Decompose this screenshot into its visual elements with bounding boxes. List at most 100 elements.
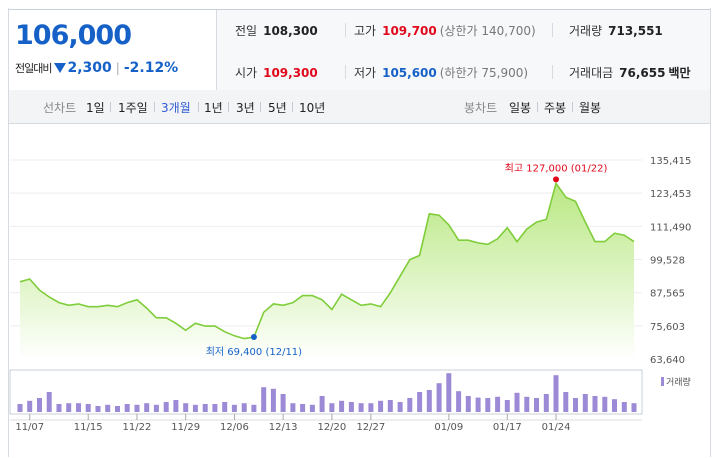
x-tick-label: 12/20 [317,422,346,433]
volume-bar [144,403,150,412]
stat-open: 시가 109,300 [235,64,318,81]
price-axis: 135,415 123,453 111,490 99,528 87,565 75,603 6… [650,156,691,366]
volume-bar [612,399,617,412]
volume-bar [407,398,413,412]
x-tick-label: 11/15 [74,422,103,433]
candle-weekly[interactable]: 주봉 [544,101,567,115]
separator [292,102,293,112]
stat-label: 전일 [235,24,258,38]
volume-bar [465,396,471,412]
y-tick-label: 63,640 [650,355,685,366]
stat-value: 713,551 [608,24,663,38]
down-triangle-icon [54,63,67,73]
y-tick-label: 99,528 [650,256,685,267]
volume-bar [290,403,296,412]
legend-label: 거래량 [666,376,691,388]
volume-bar [582,394,588,412]
y-tick-label: 111,490 [650,222,691,233]
period-1w[interactable]: 1주일 [118,101,148,115]
period-3y[interactable]: 3년 [236,101,255,115]
separator [110,102,111,112]
volume-bar [446,373,452,412]
price-area [19,181,635,359]
volume-bar [397,402,403,412]
change-divider: | [115,61,120,75]
legend-swatch [661,377,664,386]
volume-bar [309,404,315,412]
volume-bar [485,398,491,412]
stat-sub: (하한가 75,900) [439,66,529,80]
stats-panel: 전일 108,300 고가 109,700 (상한가 140,700) 거래량 713,… [217,10,710,90]
stat-unit: 백만 [668,66,691,80]
volume-bar [456,391,462,412]
price-box: 106,000 전일대비 2,300 | -2.12% [9,10,217,90]
volume-bar [563,392,569,412]
date-axis: 11/07 11/15 11/22 11/29 12/06 12/13 12/20 12/27… [15,414,570,433]
period-10y[interactable]: 10년 [299,101,326,115]
volume-bar [436,383,442,412]
volume-bar [56,404,62,412]
line-chart-label: 선차트 [43,101,77,115]
period-5y[interactable]: 5년 [268,101,287,115]
stat-low: 저가 105,600 (하한가 75,900) [354,64,528,81]
volume-bar [270,388,276,412]
volume-bar [475,397,481,412]
candle-monthly[interactable]: 월봉 [579,101,602,115]
price-fill [20,183,634,359]
volume-bar [573,398,578,412]
y-tick-label: 135,415 [650,156,691,167]
stat-label: 거래량 [569,24,603,38]
widget-frame [8,8,711,457]
stat-high: 고가 109,700 (상한가 140,700) [354,22,536,39]
volume-bar [368,403,374,412]
volume-bar [426,390,432,412]
volume-bar [280,394,286,412]
quote-header: 106,000 전일대비 2,300 | -2.12% 전일 108,300 고가 109… [9,9,710,91]
volume-bar [222,402,228,412]
separator [537,102,538,112]
stat-value: 109,700 [382,24,437,38]
volume-box [9,369,643,415]
divider [552,65,553,79]
price-annotations: 최고 127,000 (01/22) 최저 69,400 (12/11) [206,162,608,358]
high-label: 최고 127,000 (01/22) [505,162,608,174]
candle-daily[interactable]: 일봉 [509,101,532,115]
separator [154,102,155,112]
volume-bar [27,400,33,412]
change-percent: -2.12% [123,60,179,76]
stat-label: 시가 [235,66,258,80]
stat-volume: 거래량 713,551 [569,22,663,39]
divider [552,23,553,37]
volume-bar [115,406,120,412]
volume-bar [261,387,267,412]
volume-bar [134,404,140,412]
volume-bar [329,403,335,412]
change-label: 전일대비 [15,62,52,75]
volume-bar [202,404,208,412]
x-tick-label: 11/07 [15,422,44,433]
change-value: 2,300 [67,60,112,76]
period-1d[interactable]: 1일 [86,101,105,115]
y-tick-label: 75,603 [650,322,685,333]
volume-bar [387,400,393,412]
volume-bar [602,396,608,412]
stat-value: 76,655 [619,66,666,80]
volume-bar [46,392,52,412]
period-3m[interactable]: 3개월 [161,101,191,115]
volume-bar [348,402,354,412]
volume-bar [251,404,257,412]
stat-amount: 거래대금 76,655 백만 [569,64,691,81]
period-1y[interactable]: 1년 [204,101,223,115]
volume-bar [504,400,510,412]
low-label: 최저 69,400 (12/11) [206,346,302,358]
x-tick-label: 01/24 [542,422,571,433]
separator [260,102,261,112]
volume-bars [17,373,637,412]
volume-legend: 거래량 [661,376,691,388]
x-tick-label: 11/22 [123,422,152,433]
y-tick-label: 123,453 [650,189,691,200]
stat-prev-close: 전일 108,300 [235,22,318,39]
volume-bar [339,400,345,412]
period-selector: 선차트 1일 1주일 3개월 1년 3년 5년 10년 봉차트 일봉 주봉 월봉 [9,90,710,124]
volume-bar [105,404,111,412]
